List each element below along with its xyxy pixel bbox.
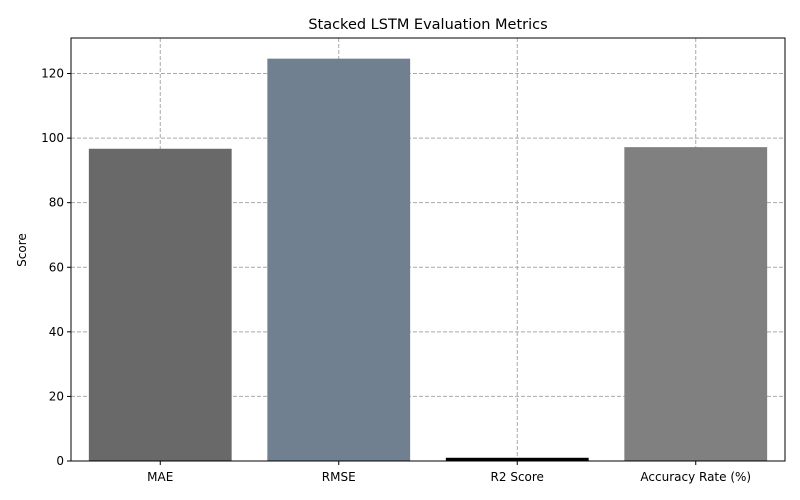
y-tick-label: 100 [41,131,64,145]
y-tick-label: 40 [49,325,64,339]
bar-rmse [267,58,411,461]
y-axis: 0 20 40 60 80 100 120 [41,67,71,468]
y-tick-label: 120 [41,67,64,81]
y-axis-label: Score [15,233,29,267]
x-axis: MAE RMSE R2 Score Accuracy Rate (%) [147,461,751,484]
y-tick-label: 20 [49,389,64,403]
bar-r2-score [445,457,589,461]
x-tick-label: RMSE [322,470,356,484]
x-tick-label: Accuracy Rate (%) [640,470,751,484]
bars [88,58,768,462]
chart-title: Stacked LSTM Evaluation Metrics [308,17,547,33]
y-tick-label: 60 [49,260,64,274]
y-tick-label: 80 [49,196,64,210]
bar-accuracy-rate [624,147,768,462]
bar-mae [88,148,232,462]
plot-frame [70,37,786,462]
x-tick-label: MAE [147,470,173,484]
x-tick-label: R2 Score [491,470,544,484]
y-tick-label: 0 [56,454,64,468]
